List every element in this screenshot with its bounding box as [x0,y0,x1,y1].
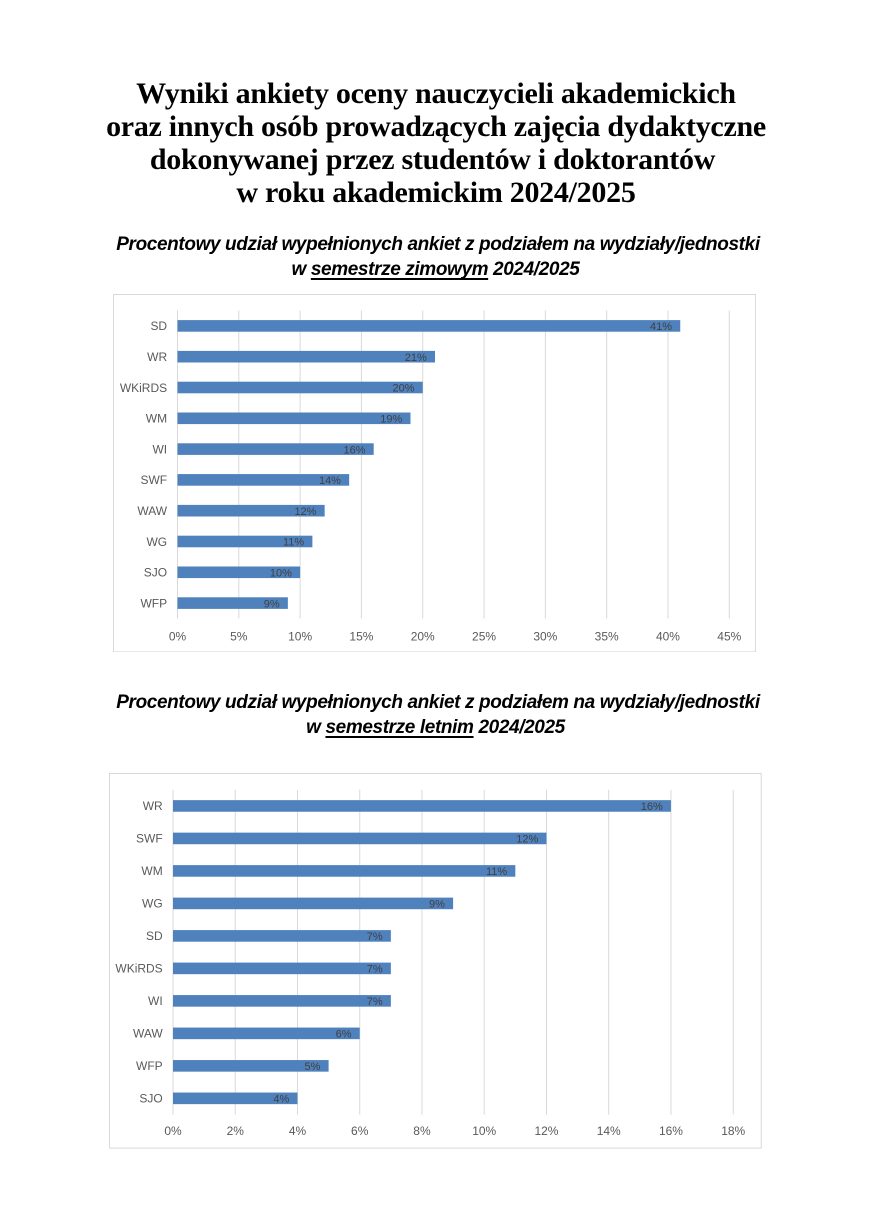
svg-text:14%: 14% [597,1124,621,1138]
svg-text:12%: 12% [517,834,539,846]
svg-text:15%: 15% [350,629,374,643]
svg-text:9%: 9% [429,899,445,911]
svg-text:WAW: WAW [138,504,168,518]
svg-text:WFP: WFP [136,1059,163,1073]
svg-text:41%: 41% [650,321,672,333]
svg-text:18%: 18% [721,1124,745,1138]
svg-text:WI: WI [148,994,163,1008]
svg-text:WAW: WAW [133,1027,163,1041]
svg-text:45%: 45% [718,629,742,643]
svg-text:21%: 21% [405,352,427,364]
svg-text:WM: WM [146,411,167,425]
svg-text:WG: WG [142,897,163,911]
svg-text:12%: 12% [295,506,317,518]
svg-text:0%: 0% [165,1124,183,1138]
svg-text:12%: 12% [535,1124,559,1138]
svg-text:5%: 5% [231,629,249,643]
svg-text:WKiRDS: WKiRDS [120,380,167,394]
svg-text:7%: 7% [367,996,383,1008]
svg-text:WM: WM [142,864,163,878]
svg-text:30%: 30% [534,629,558,643]
svg-text:8%: 8% [414,1124,432,1138]
svg-text:20%: 20% [393,382,415,394]
svg-text:SJO: SJO [140,1092,163,1106]
svg-text:10%: 10% [473,1124,497,1138]
svg-text:SJO: SJO [144,565,167,579]
svg-text:16%: 16% [659,1124,683,1138]
svg-text:6%: 6% [351,1124,369,1138]
svg-text:6%: 6% [336,1029,352,1041]
svg-text:SD: SD [151,319,168,333]
svg-text:WR: WR [148,350,168,364]
svg-text:7%: 7% [367,931,383,943]
svg-text:4%: 4% [289,1124,307,1138]
svg-text:4%: 4% [274,1094,290,1106]
svg-text:0%: 0% [169,629,187,643]
svg-text:25%: 25% [472,629,496,643]
svg-text:WFP: WFP [141,596,168,610]
svg-text:16%: 16% [641,801,663,813]
svg-text:5%: 5% [305,1061,321,1073]
svg-text:WG: WG [147,534,168,548]
svg-text:11%: 11% [486,866,507,878]
svg-text:10%: 10% [289,629,313,643]
svg-text:SWF: SWF [136,832,163,846]
svg-text:40%: 40% [656,629,680,643]
svg-text:SD: SD [146,929,163,943]
svg-text:2%: 2% [227,1124,245,1138]
svg-text:WKiRDS: WKiRDS [116,962,163,976]
svg-text:19%: 19% [381,413,403,425]
svg-text:11%: 11% [283,536,304,548]
svg-text:14%: 14% [319,475,341,487]
svg-text:20%: 20% [411,629,435,643]
svg-text:16%: 16% [344,444,366,456]
svg-text:WR: WR [143,799,163,813]
svg-text:10%: 10% [270,567,292,579]
svg-text:7%: 7% [367,964,383,976]
svg-text:WI: WI [153,442,168,456]
svg-text:SWF: SWF [141,473,168,487]
svg-text:9%: 9% [264,598,280,610]
svg-text:35%: 35% [595,629,619,643]
